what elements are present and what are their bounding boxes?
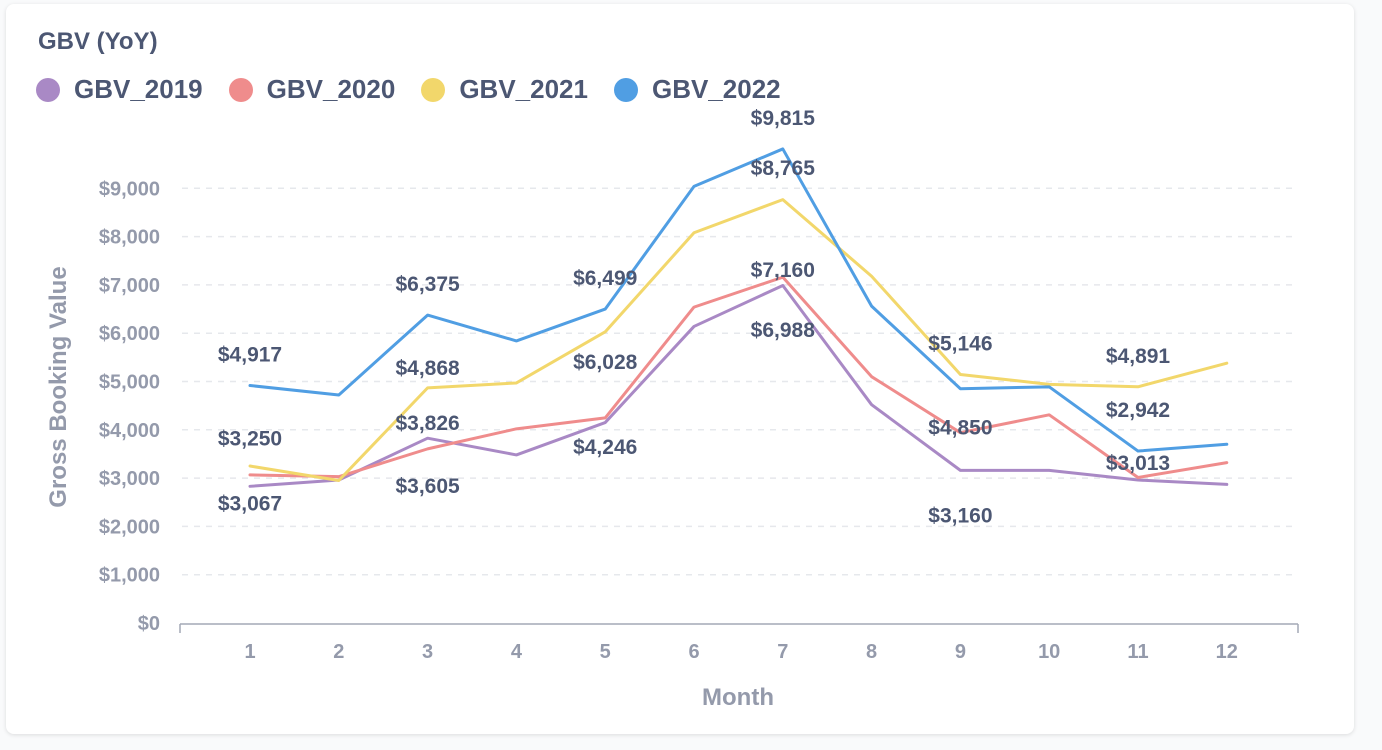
data-label: $8,765 (751, 157, 816, 180)
data-label: $4,868 (395, 357, 460, 380)
data-label: $4,917 (218, 344, 282, 367)
x-tick-label: 12 (1216, 641, 1238, 663)
gridlines (182, 187, 1296, 576)
data-label: $3,605 (395, 475, 460, 498)
x-tick-label: 9 (955, 641, 966, 663)
y-tick-label: $0 (138, 613, 160, 635)
y-tick-label: $1,000 (99, 565, 160, 587)
data-label: $3,250 (218, 428, 282, 451)
legend-item-gbv-2022[interactable]: GBV_2022 (613, 74, 781, 105)
x-axis-title: Month (702, 684, 774, 711)
data-label: $4,246 (573, 436, 637, 459)
data-label: $6,375 (395, 273, 460, 296)
legend-label: GBV_2021 (459, 74, 588, 104)
data-label: $3,826 (395, 412, 459, 435)
x-tick-label: 7 (777, 641, 788, 663)
legend: GBV_2019 GBV_2020 GBV_2021 GBV_2022 (36, 74, 807, 105)
data-labels: $4,917 $3,250 $3,067 $6,375 $4,868 $3,826 $3,6… (218, 107, 1171, 528)
x-tick-label: 8 (866, 641, 877, 663)
x-tick-label: 11 (1127, 641, 1148, 663)
y-axis-title: Gross Booking Value (45, 266, 72, 507)
data-label: $5,146 (928, 332, 992, 355)
legend-item-gbv-2020[interactable]: GBV_2020 (228, 74, 396, 105)
y-tick-label: $2,000 (99, 516, 160, 538)
data-label: $3,160 (928, 504, 992, 527)
legend-label: GBV_2020 (266, 74, 396, 104)
data-label: $7,160 (751, 259, 815, 282)
card-title[interactable]: GBV (YoY) (38, 28, 158, 55)
data-label: $4,891 (1106, 345, 1171, 368)
x-tick-label: 4 (511, 641, 523, 663)
x-tick-label: 10 (1038, 641, 1060, 663)
data-label: $3,067 (218, 493, 282, 516)
x-tick-label: 2 (333, 641, 344, 663)
data-label: $6,988 (751, 319, 816, 342)
x-tick-label: 5 (600, 641, 611, 663)
chart-card: GBV (YoY) GBV_2019 GBV_2020 GBV_2021 GBV… (6, 4, 1354, 734)
x-tick-label: 1 (244, 641, 255, 663)
legend-dot-icon (613, 77, 638, 102)
series-line-gbv-2020[interactable] (248, 275, 1229, 479)
data-label: $4,850 (928, 416, 992, 439)
legend-dot-icon (228, 77, 253, 102)
y-tick-label: $6,000 (99, 323, 160, 345)
legend-dot-icon (421, 77, 446, 102)
y-tick-label: $5,000 (99, 372, 160, 394)
x-tick-label: 6 (688, 641, 699, 663)
data-label: $3,013 (1106, 452, 1170, 475)
series-line-gbv-2021[interactable] (248, 198, 1229, 483)
series-line-gbv-2019[interactable] (248, 283, 1229, 488)
legend-item-gbv-2021[interactable]: GBV_2021 (421, 74, 588, 105)
y-tick-label: $8,000 (99, 227, 160, 249)
legend-dot-icon (36, 77, 60, 102)
series-line-gbv-2022[interactable] (248, 147, 1229, 453)
y-tick-label: $9,000 (99, 178, 160, 200)
y-tick-label: $7,000 (99, 275, 160, 297)
legend-label: GBV_2022 (651, 74, 781, 104)
data-label: $9,815 (751, 107, 816, 130)
x-tick-label: 3 (422, 641, 433, 663)
series-lines (248, 147, 1229, 488)
legend-label: GBV_2019 (74, 74, 203, 104)
data-label: $6,028 (573, 351, 638, 374)
y-tick-label: $3,000 (99, 468, 160, 490)
data-label: $6,499 (573, 267, 637, 290)
axes: $0 $1,000 $2,000 $3,000 $4,000 $5,000 $6,000 $7… (99, 178, 1299, 663)
y-tick-label: $4,000 (99, 420, 160, 442)
data-label: $2,942 (1106, 399, 1170, 422)
legend-item-gbv-2019[interactable]: GBV_2019 (36, 74, 203, 105)
